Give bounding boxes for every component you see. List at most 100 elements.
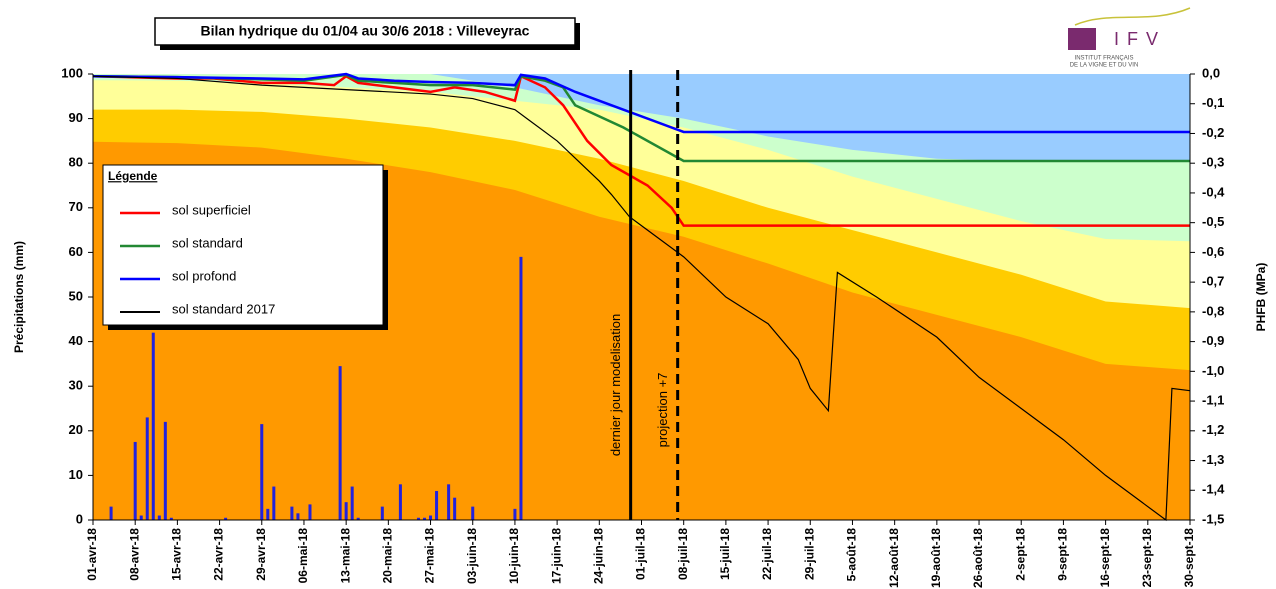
legend-label: sol standard [172,235,243,250]
logo-name: IFV [1114,29,1166,49]
legend-title: Légende [108,169,158,183]
y2-tick-label: -1,5 [1202,511,1224,526]
x-tick-label: 30-sept-18 [1182,528,1196,588]
x-tick-label: 24-juin-18 [591,528,605,584]
y2-tick-label: -0,3 [1202,155,1224,170]
y-tick-label: 70 [69,199,83,214]
y2-tick-label: -1,3 [1202,452,1224,467]
x-tick-label: 29-juil-18 [802,528,816,580]
y-tick-label: 100 [61,65,83,80]
y2-tick-label: -0,9 [1202,333,1224,348]
x-tick-label: 22-juil-18 [760,528,774,580]
logo-mark [1068,28,1096,50]
x-tick-label: 29-avr-18 [254,528,268,581]
x-tick-label: 15-avr-18 [170,528,184,581]
x-tick-label: 20-mai-18 [381,528,395,584]
x-tick-label: 03-juin-18 [465,528,479,584]
x-tick-label: 9-sept-18 [1056,528,1070,581]
y2-axis-label: PHFB (MPa) [1254,263,1268,332]
precip-bar [356,517,360,520]
x-tick-label: 12-août-18 [887,528,901,588]
precip-bar [266,508,270,520]
precip-bar [163,421,167,520]
x-tick-label: 26-août-18 [971,528,985,588]
x-tick-label: 19-août-18 [929,528,943,588]
legend-label: sol standard 2017 [172,301,275,316]
precip-bar [398,484,402,520]
precip-bar [133,441,137,520]
y-tick-label: 10 [69,467,83,482]
precip-bar [423,517,427,520]
precip-bar [338,366,342,520]
x-tick-label: 08-juil-18 [676,528,690,580]
precip-bar [471,506,475,520]
precip-bar [145,417,149,520]
precip-bar [308,504,312,520]
y2-tick-label: -0,7 [1202,274,1224,289]
precip-bar [447,484,451,520]
precip-bar [519,256,523,520]
x-tick-label: 13-mai-18 [338,528,352,584]
chart-title: Bilan hydrique du 01/04 au 30/6 2018 : V… [201,23,530,39]
precip-bar [513,508,517,520]
legend-label: sol profond [172,268,236,283]
precip-bar [139,515,143,520]
title-box [154,17,576,46]
y2-tick-label: -1,4 [1202,482,1225,497]
precip-bar [296,513,300,520]
series-line [92,72,1190,134]
logo: IFV INSTITUT FRANÇAIS DE LA VIGNE ET DU … [1068,7,1191,69]
y-tick-label: 60 [69,244,83,259]
x-tick-label: 16-sept-18 [1098,528,1112,588]
precip-bar [290,506,294,520]
y-tick-label: 80 [69,155,83,170]
precip-bar [169,517,173,520]
legend-label: sol superficiel [172,202,251,217]
x-tick-label: 01-juil-18 [634,528,648,580]
x-tick-label: 15-juil-18 [718,528,732,580]
precip-bar [344,502,348,520]
legend: Légende sol superficiel sol standard sol p… [102,164,388,330]
annotation-label: projection +7 [655,373,670,448]
y-tick-label: 40 [69,333,83,348]
logo-text: DE LA VIGNE ET DU VIN [1070,63,1139,69]
logo-text: INSTITUT FRANÇAIS [1075,56,1134,62]
y2-tick-label: -0,8 [1202,303,1224,318]
y2-tick-label: -0,6 [1202,244,1224,259]
y2-tick-label: -0,1 [1202,95,1224,110]
y2-tick-label: -1,1 [1202,393,1224,408]
precip-bar [453,497,457,520]
precip-bar [157,515,161,520]
x-tick-label: 27-mai-18 [423,528,437,584]
y-tick-label: 0 [76,511,83,526]
precip-bar [416,517,420,520]
precip-bar [429,515,433,520]
precip-bar [350,486,354,520]
y2-tick-label: -0,2 [1202,125,1224,140]
x-tick-label: 01-avr-18 [85,528,99,581]
x-tick-label: 06-mai-18 [296,528,310,584]
series-line [92,75,1191,522]
y-tick-label: 20 [69,422,83,437]
y-tick-label: 50 [69,288,83,303]
y-tick-label: 30 [69,378,83,393]
x-tick-label: 2-sept-18 [1013,528,1027,581]
x-tick-label: 22-avr-18 [212,528,226,581]
precip-bar [260,424,264,520]
x-tick-label: 5-août-18 [845,528,859,582]
y2-tick-label: -1,0 [1202,363,1224,378]
logo-swirl [1074,7,1191,26]
precip-bar [224,517,228,520]
y2-tick-label: -1,2 [1202,422,1224,437]
x-tick-label: 23-sept-18 [1140,528,1154,588]
y2-tick-label: -0,5 [1202,214,1224,229]
y-axis-label: Précipitations (mm) [12,241,26,353]
precip-bar [109,506,113,520]
precip-bar [151,332,155,520]
x-tick-label: 08-avr-18 [127,528,141,581]
y2-tick-label: -0,4 [1202,184,1225,199]
x-tick-label: 10-juin-18 [507,528,521,584]
precip-bar [435,491,439,520]
annotation-label: dernier jour modelisation [608,314,623,456]
